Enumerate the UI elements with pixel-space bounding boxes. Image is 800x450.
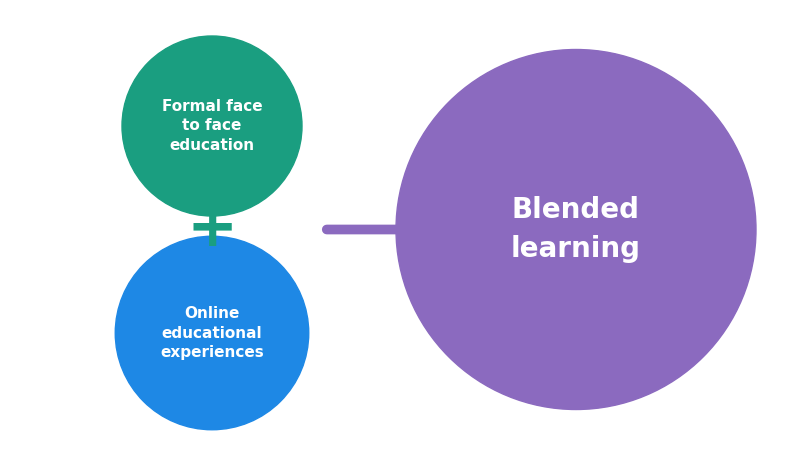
Text: Formal face
to face
education: Formal face to face education	[162, 99, 262, 153]
Text: +: +	[186, 200, 238, 259]
Text: Online
educational
experiences: Online educational experiences	[160, 306, 264, 360]
Text: Blended
learning: Blended learning	[511, 196, 641, 263]
Ellipse shape	[396, 50, 756, 410]
Ellipse shape	[115, 236, 309, 430]
Ellipse shape	[122, 36, 302, 216]
